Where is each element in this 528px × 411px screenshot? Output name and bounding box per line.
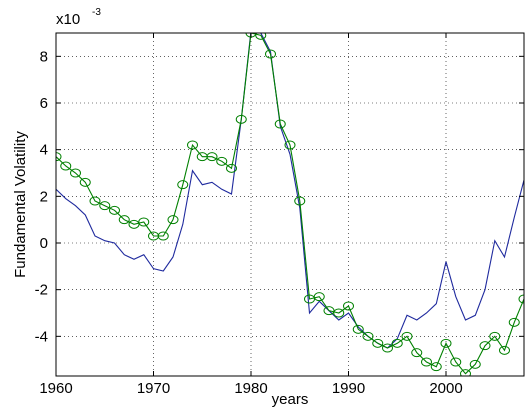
y-multiplier-exponent: -3 [92,7,101,18]
data-point-green [206,152,218,162]
data-point-green [89,196,101,206]
data-point-green [216,156,228,166]
data-point-green [99,201,111,211]
y-tick-label: 6 [40,95,48,112]
y-tick-label: -4 [35,328,48,345]
data-point-green [508,317,520,327]
y-tick-label: 4 [40,142,48,159]
data-point-green [226,163,237,173]
data-point-green [313,292,325,302]
y-axis-label: Fundamental Volatility [12,131,29,278]
y-tick-label: -2 [35,282,48,299]
x-tick-label: 1960 [39,380,72,397]
data-point-green [167,215,179,225]
data-point-green [401,331,413,341]
data-point-green [489,331,501,341]
data-point-green [109,205,120,215]
data-point-green [255,33,267,40]
data-point-green [274,119,286,129]
data-point-green [362,331,374,341]
data-point-green [118,215,130,225]
data-point-green [284,140,296,150]
data-point-green [343,301,354,311]
data-point-green [304,294,315,304]
data-point-green [382,343,393,353]
data-point-green [411,348,423,358]
grid-lines [55,33,524,376]
y-tick-label: 8 [40,48,48,65]
data-point-green [421,357,432,367]
x-tick-label: 1990 [332,380,365,397]
series-line-green [56,33,524,375]
data-point-green [518,294,524,304]
data-point-green [352,324,364,334]
data-point-green [70,168,81,178]
data-point-green [372,338,384,348]
axis-ticks: 1960 1970 1980 1990 2000 -4 -2 0 2 4 6 8 [35,33,524,397]
data-point-green [187,140,198,150]
data-point-green [499,345,510,355]
x-tick-label: 1980 [234,380,267,397]
plot-frame [55,32,525,377]
x-axis-label: years [272,391,309,408]
data-point-green [450,357,462,367]
data-point-green [79,177,91,187]
data-point-green [391,338,403,348]
x-tick-label: 2000 [429,380,462,397]
data-point-green [440,338,452,348]
data-point-green [469,359,481,369]
data-point-green [430,362,442,372]
data-point-green [157,231,169,241]
data-point-green [235,114,247,124]
data-point-green [333,308,345,318]
data-point-green [479,341,491,351]
data-point-green [294,196,306,206]
data-point-green [56,152,62,162]
data-point-green [460,369,471,376]
series-line-blue [56,33,524,349]
y-tick-label: 0 [40,235,48,252]
series-layer [56,33,524,376]
data-point-green [128,219,140,229]
y-multiplier-base: x10 [56,11,80,28]
data-point-green [138,217,150,227]
y-tick-label: 2 [40,188,48,205]
data-point-green [265,49,276,59]
data-point-green [60,161,72,171]
x-tick-label: 1970 [137,380,170,397]
data-point-green [177,180,189,190]
data-point-green [323,306,335,316]
